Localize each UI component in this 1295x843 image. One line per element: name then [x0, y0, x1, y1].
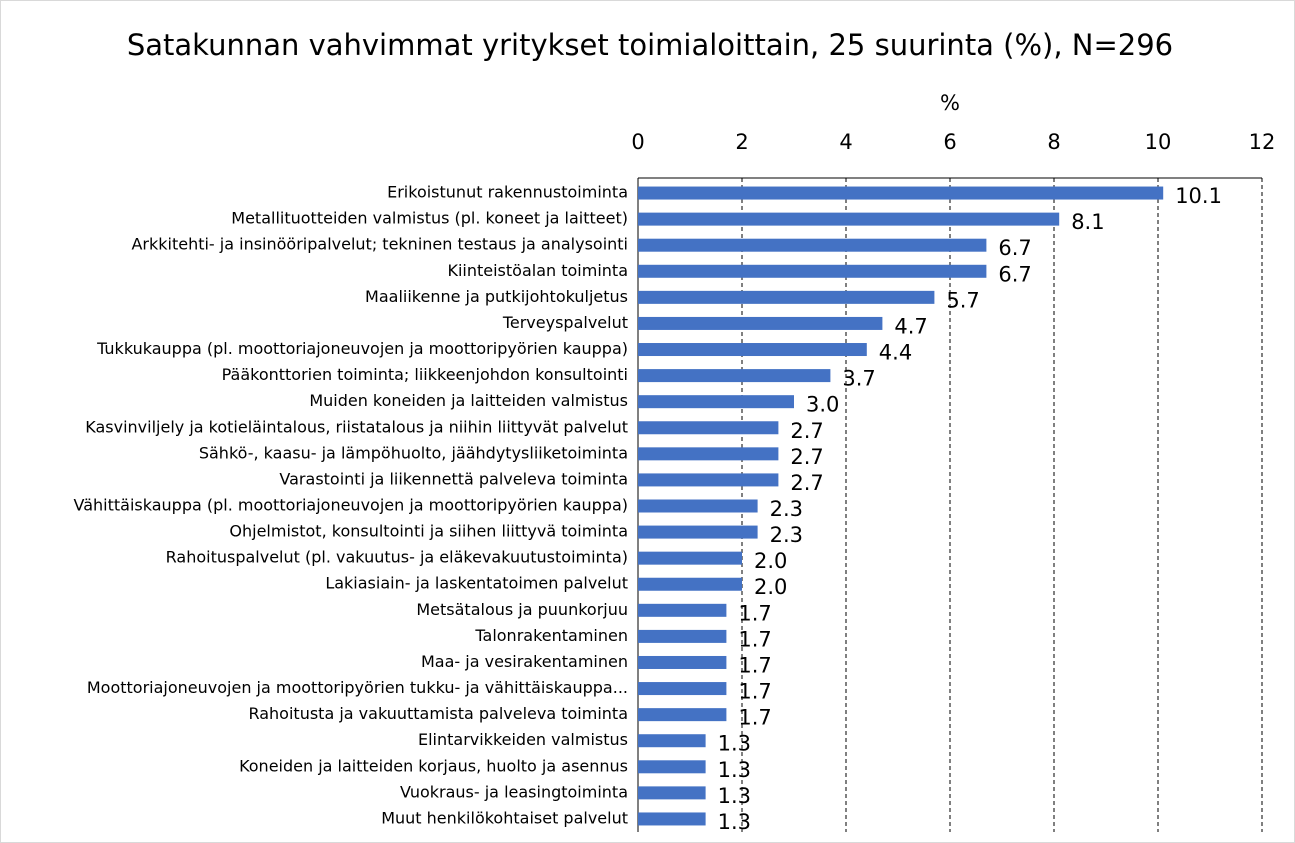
y-tick-label: Kiinteistöalan toiminta [447, 261, 628, 280]
y-tick-label: Metallituotteiden valmistus (pl. koneet … [231, 209, 628, 228]
y-tick-label: Ohjelmistot, konsultointi ja siihen liit… [229, 522, 628, 541]
bar [638, 290, 935, 304]
chart-title: Satakunnan vahvimmat yritykset toimialoi… [127, 28, 1173, 62]
bar [638, 343, 867, 357]
data-label: 1.3 [718, 732, 751, 756]
data-label: 2.0 [754, 549, 787, 573]
x-tick-label: 4 [839, 130, 852, 154]
bar [638, 682, 727, 696]
y-tick-label: Elintarvikkeiden valmistus [418, 730, 628, 749]
y-tick-label: Moottoriajoneuvojen ja moottoripyörien t… [87, 678, 628, 697]
data-label: 6.7 [998, 262, 1031, 286]
x-axis-label: % [940, 91, 960, 115]
y-tick-label: Muut henkilökohtaiset palvelut [381, 808, 628, 827]
bar [638, 734, 706, 748]
data-label: 1.7 [738, 601, 771, 625]
data-label: 2.3 [770, 497, 803, 521]
bar [638, 551, 742, 565]
data-label: 1.7 [738, 627, 771, 651]
y-tick-label: Varastointi ja liikennettä palveleva toi… [279, 469, 628, 488]
bar [638, 238, 987, 252]
bar [638, 499, 758, 513]
bar [638, 395, 794, 409]
x-tick-label: 6 [943, 130, 956, 154]
data-label: 2.7 [790, 445, 823, 469]
y-tick-label: Pääkonttorien toiminta; liikkeenjohdon k… [222, 365, 628, 384]
bar [638, 786, 706, 800]
data-label: 1.3 [718, 758, 751, 782]
data-label: 2.0 [754, 575, 787, 599]
bar [638, 369, 831, 383]
bar [638, 186, 1164, 200]
data-label: 4.7 [894, 314, 927, 338]
y-tick-label: Muiden koneiden ja laitteiden valmistus [309, 391, 628, 410]
y-tick-label: Vuokraus- ja leasingtoiminta [400, 782, 628, 801]
data-label: 1.3 [718, 784, 751, 808]
data-label: 3.0 [806, 393, 839, 417]
bar [638, 708, 727, 722]
bar [638, 629, 727, 643]
bar [638, 525, 758, 539]
y-tick-label: Lakiasiain- ja laskentatoimen palvelut [325, 574, 628, 593]
y-tick-label: Rahoituspalvelut (pl. vakuutus- ja eläke… [166, 548, 628, 567]
data-label: 1.7 [738, 680, 771, 704]
y-tick-label: Arkkitehti- ja insinööripalvelut; teknin… [131, 235, 628, 254]
data-label: 2.7 [790, 471, 823, 495]
y-tick-label: Sähkö-, kaasu- ja lämpöhuolto, jäähdytys… [199, 443, 628, 462]
y-tick-label: Koneiden ja laitteiden korjaus, huolto j… [239, 756, 628, 775]
bar [638, 316, 883, 330]
data-label: 2.3 [770, 523, 803, 547]
x-tick-label: 8 [1047, 130, 1060, 154]
y-tick-label: Rahoitusta ja vakuuttamista palveleva to… [248, 704, 628, 723]
bar [638, 577, 742, 591]
y-tick-label: Maa- ja vesirakentaminen [421, 652, 628, 671]
data-label: 8.1 [1071, 210, 1104, 234]
data-label: 2.7 [790, 419, 823, 443]
data-label: 10.1 [1175, 184, 1222, 208]
bar [638, 760, 706, 774]
data-label: 1.7 [738, 706, 771, 730]
bar [638, 421, 779, 435]
bar [638, 655, 727, 669]
y-tick-label: Terveyspalvelut [502, 313, 628, 332]
y-tick-label: Metsätalous ja puunkorjuu [416, 600, 628, 619]
x-tick-label: 2 [735, 130, 748, 154]
bar [638, 603, 727, 617]
y-tick-label: Tukkukauppa (pl. moottoriajoneuvojen ja … [96, 339, 628, 358]
bar [638, 473, 779, 487]
data-label: 5.7 [946, 288, 979, 312]
x-tick-label: 12 [1249, 130, 1276, 154]
y-tick-label: Vähittäiskauppa (pl. moottoriajoneuvojen… [74, 496, 629, 515]
bar [638, 812, 706, 826]
bar [638, 212, 1060, 226]
y-tick-label: Erikoistunut rakennustoiminta [387, 183, 628, 202]
bar [638, 447, 779, 461]
data-label: 6.7 [998, 236, 1031, 260]
data-label: 1.3 [718, 810, 751, 834]
data-label: 4.4 [879, 341, 912, 365]
x-tick-label: 10 [1145, 130, 1172, 154]
x-tick-label: 0 [631, 130, 644, 154]
bar [638, 264, 987, 278]
data-label: 3.7 [842, 367, 875, 391]
y-tick-label: Maaliikenne ja putkijohtokuljetus [365, 287, 628, 306]
y-tick-label: Kasvinviljely ja kotieläintalous, riista… [85, 417, 628, 436]
y-tick-label: Talonrakentaminen [474, 626, 628, 645]
data-label: 1.7 [738, 653, 771, 677]
